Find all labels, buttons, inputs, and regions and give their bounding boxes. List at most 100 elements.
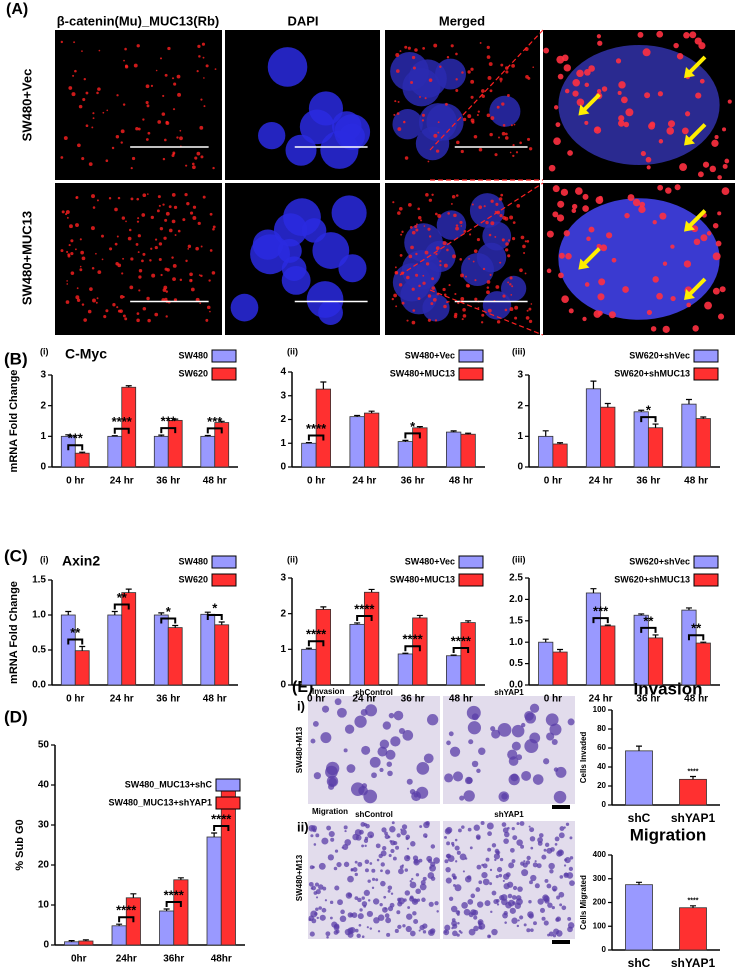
cell [478, 747, 486, 755]
cell [361, 935, 365, 939]
cell [176, 136, 179, 139]
cell [586, 236, 591, 241]
cell [329, 900, 334, 905]
cell [150, 215, 154, 220]
cell [425, 193, 429, 197]
cell [511, 237, 516, 241]
cell [427, 227, 431, 231]
cell [308, 918, 312, 922]
cell [534, 883, 540, 889]
cell [424, 97, 427, 100]
error-bar [368, 410, 375, 414]
cell [617, 90, 622, 95]
cell [502, 215, 507, 220]
cell [318, 906, 322, 910]
cell [510, 124, 513, 127]
cell [415, 252, 418, 256]
cell [398, 283, 403, 287]
cell [582, 316, 587, 322]
cell [130, 197, 134, 201]
cell [508, 862, 515, 869]
cell [328, 783, 335, 790]
cell [622, 286, 629, 293]
cell [97, 87, 101, 91]
cell [575, 187, 583, 195]
significance: **** [354, 601, 375, 616]
cell [189, 211, 194, 215]
cell [339, 123, 365, 150]
arrow-head [684, 134, 695, 146]
cell [422, 923, 428, 929]
cell [632, 198, 641, 207]
cell [447, 212, 450, 215]
cell [422, 876, 427, 881]
error-bar [116, 923, 123, 926]
cell [145, 84, 150, 89]
y-axis-label: Cells Migrated [579, 875, 588, 930]
cell [511, 724, 525, 738]
cell [135, 243, 139, 246]
cell [468, 258, 470, 260]
cell [146, 193, 149, 195]
cell [349, 930, 353, 935]
bar [200, 435, 216, 468]
cell [83, 77, 86, 81]
y-tick-label: 40 [38, 780, 50, 791]
cell [150, 84, 154, 88]
cell [460, 297, 465, 301]
cell [490, 221, 495, 226]
cell [422, 274, 425, 277]
cell [526, 240, 530, 243]
cell [350, 868, 354, 872]
cell [344, 839, 352, 846]
bar [349, 623, 365, 686]
error-bar [685, 398, 692, 405]
cell [448, 284, 451, 287]
cell [312, 720, 319, 727]
cell [560, 188, 569, 196]
cell [162, 288, 167, 292]
significance: **** [116, 903, 137, 918]
error-bar [320, 381, 327, 390]
cell [171, 219, 176, 224]
significance-bracket [113, 427, 130, 434]
cell [617, 120, 625, 127]
assay-label: Invasion [312, 687, 345, 696]
cell [598, 278, 606, 286]
cell [315, 833, 320, 838]
arrow-head [578, 258, 590, 270]
cell [662, 325, 670, 333]
cell [66, 216, 69, 219]
cell [136, 318, 140, 323]
cell [477, 306, 480, 309]
y-tick-label: 0 [43, 940, 49, 951]
legend-label: SW480 [178, 350, 208, 360]
error-bar [700, 416, 707, 419]
cell [487, 75, 492, 80]
cell [477, 919, 484, 926]
error-bar [354, 414, 361, 417]
cell [502, 912, 508, 919]
cell [395, 53, 400, 57]
cell [136, 197, 140, 201]
cell [533, 921, 537, 926]
error-bar [79, 451, 86, 454]
cell [551, 885, 558, 892]
cell [487, 308, 492, 313]
cell [524, 272, 527, 275]
cell [200, 98, 203, 101]
cell [405, 925, 412, 933]
legend-swatch [458, 573, 484, 587]
cell [375, 878, 379, 882]
legend-label: SW480+MUC13 [390, 368, 455, 378]
cell [498, 873, 503, 878]
cell [470, 95, 474, 99]
cell [503, 838, 509, 844]
cell [504, 308, 508, 312]
error-bar [652, 634, 659, 638]
cell [453, 314, 458, 319]
cell [644, 92, 651, 99]
cell [482, 863, 488, 869]
cell [656, 292, 663, 300]
error-bar [68, 940, 75, 942]
